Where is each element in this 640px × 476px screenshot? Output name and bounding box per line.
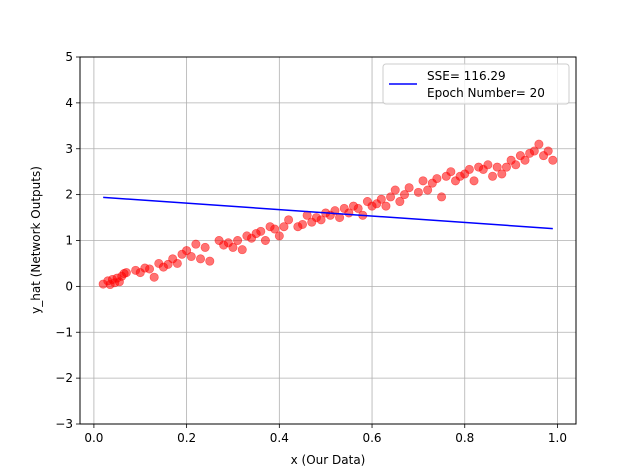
scatter-point: [464, 164, 474, 174]
scatter-point: [423, 185, 433, 195]
scatter-point: [386, 192, 396, 202]
scatter-point: [437, 192, 447, 202]
scatter-point: [172, 258, 182, 268]
x-tick-label: 0.6: [362, 431, 381, 445]
fit-line: [103, 196, 553, 230]
scatter-point: [413, 187, 423, 197]
legend: SSE= 116.29 Epoch Number= 20: [382, 63, 570, 105]
scatter-point: [488, 171, 498, 181]
scatter-point: [353, 203, 363, 213]
scatter-point: [534, 139, 544, 149]
scatter-point: [145, 264, 155, 274]
scatter-point: [284, 215, 294, 225]
scatter-point: [196, 254, 206, 264]
scatter-point: [399, 190, 409, 200]
x-tick-label: 0.8: [455, 431, 474, 445]
scatter-point: [186, 252, 196, 262]
y-tick-label: 0: [65, 279, 73, 293]
x-tick-label: 0.2: [177, 431, 196, 445]
scatter-point: [543, 146, 553, 156]
y-tick-label: −1: [55, 325, 73, 339]
y-axis-label: y_hat (Network Outputs): [29, 166, 43, 314]
scatter-point: [274, 231, 284, 241]
scatter-point: [548, 155, 558, 165]
scatter-point: [418, 176, 428, 186]
scatter-point: [520, 155, 530, 165]
scatter-point: [182, 246, 192, 256]
y-tick-label: −2: [55, 371, 73, 385]
x-axis-label: x (Our Data): [291, 453, 366, 467]
scatter-point: [404, 183, 414, 193]
legend-text-epoch: Epoch Number= 20: [427, 86, 545, 100]
legend-box: [382, 63, 570, 105]
fit-line-series: [103, 196, 553, 230]
scatter-point: [492, 162, 502, 172]
legend-text-sse: SSE= 116.29: [427, 69, 506, 83]
y-tick-label: 5: [65, 50, 73, 64]
scatter-point: [298, 219, 308, 229]
scatter-point: [390, 185, 400, 195]
scatter-point: [497, 169, 507, 179]
scatter-point: [395, 197, 405, 207]
scatter-point: [279, 222, 289, 232]
y-axis-ticks: −3 −2 −1 0 1 2 3 4 5: [55, 50, 80, 431]
scatter-point: [228, 242, 238, 252]
scatter-point: [483, 160, 493, 170]
x-tick-label: 0.0: [84, 431, 103, 445]
scatter-point: [233, 236, 243, 246]
y-tick-label: 4: [65, 96, 73, 110]
x-tick-label: 0.4: [270, 431, 289, 445]
scatter-point: [501, 162, 511, 172]
scatter-point: [376, 194, 386, 204]
scatter-series: [98, 139, 558, 290]
y-tick-label: 3: [65, 142, 73, 156]
y-tick-label: 1: [65, 234, 73, 248]
grid: [80, 56, 576, 425]
scatter-point: [529, 146, 539, 156]
scatter-point: [446, 167, 456, 177]
y-tick-label: −3: [55, 417, 73, 431]
x-axis-ticks: 0.0 0.2 0.4 0.6 0.8 1.0: [84, 424, 567, 445]
scatter-point: [270, 224, 280, 234]
scatter-point: [256, 226, 266, 236]
scatter-point: [316, 215, 326, 225]
scatter-point: [469, 176, 479, 186]
scatter-point: [191, 239, 201, 249]
scatter-point: [205, 256, 215, 266]
scatter-point: [381, 201, 391, 211]
scatter-point: [260, 236, 270, 246]
scatter-point: [121, 268, 131, 278]
scatter-point: [149, 272, 159, 282]
x-tick-label: 1.0: [548, 431, 567, 445]
scatter-point: [511, 160, 521, 170]
y-tick-label: 2: [65, 188, 73, 202]
scatter-point: [432, 174, 442, 184]
scatter-point: [237, 245, 247, 255]
scatter-point: [200, 242, 210, 252]
